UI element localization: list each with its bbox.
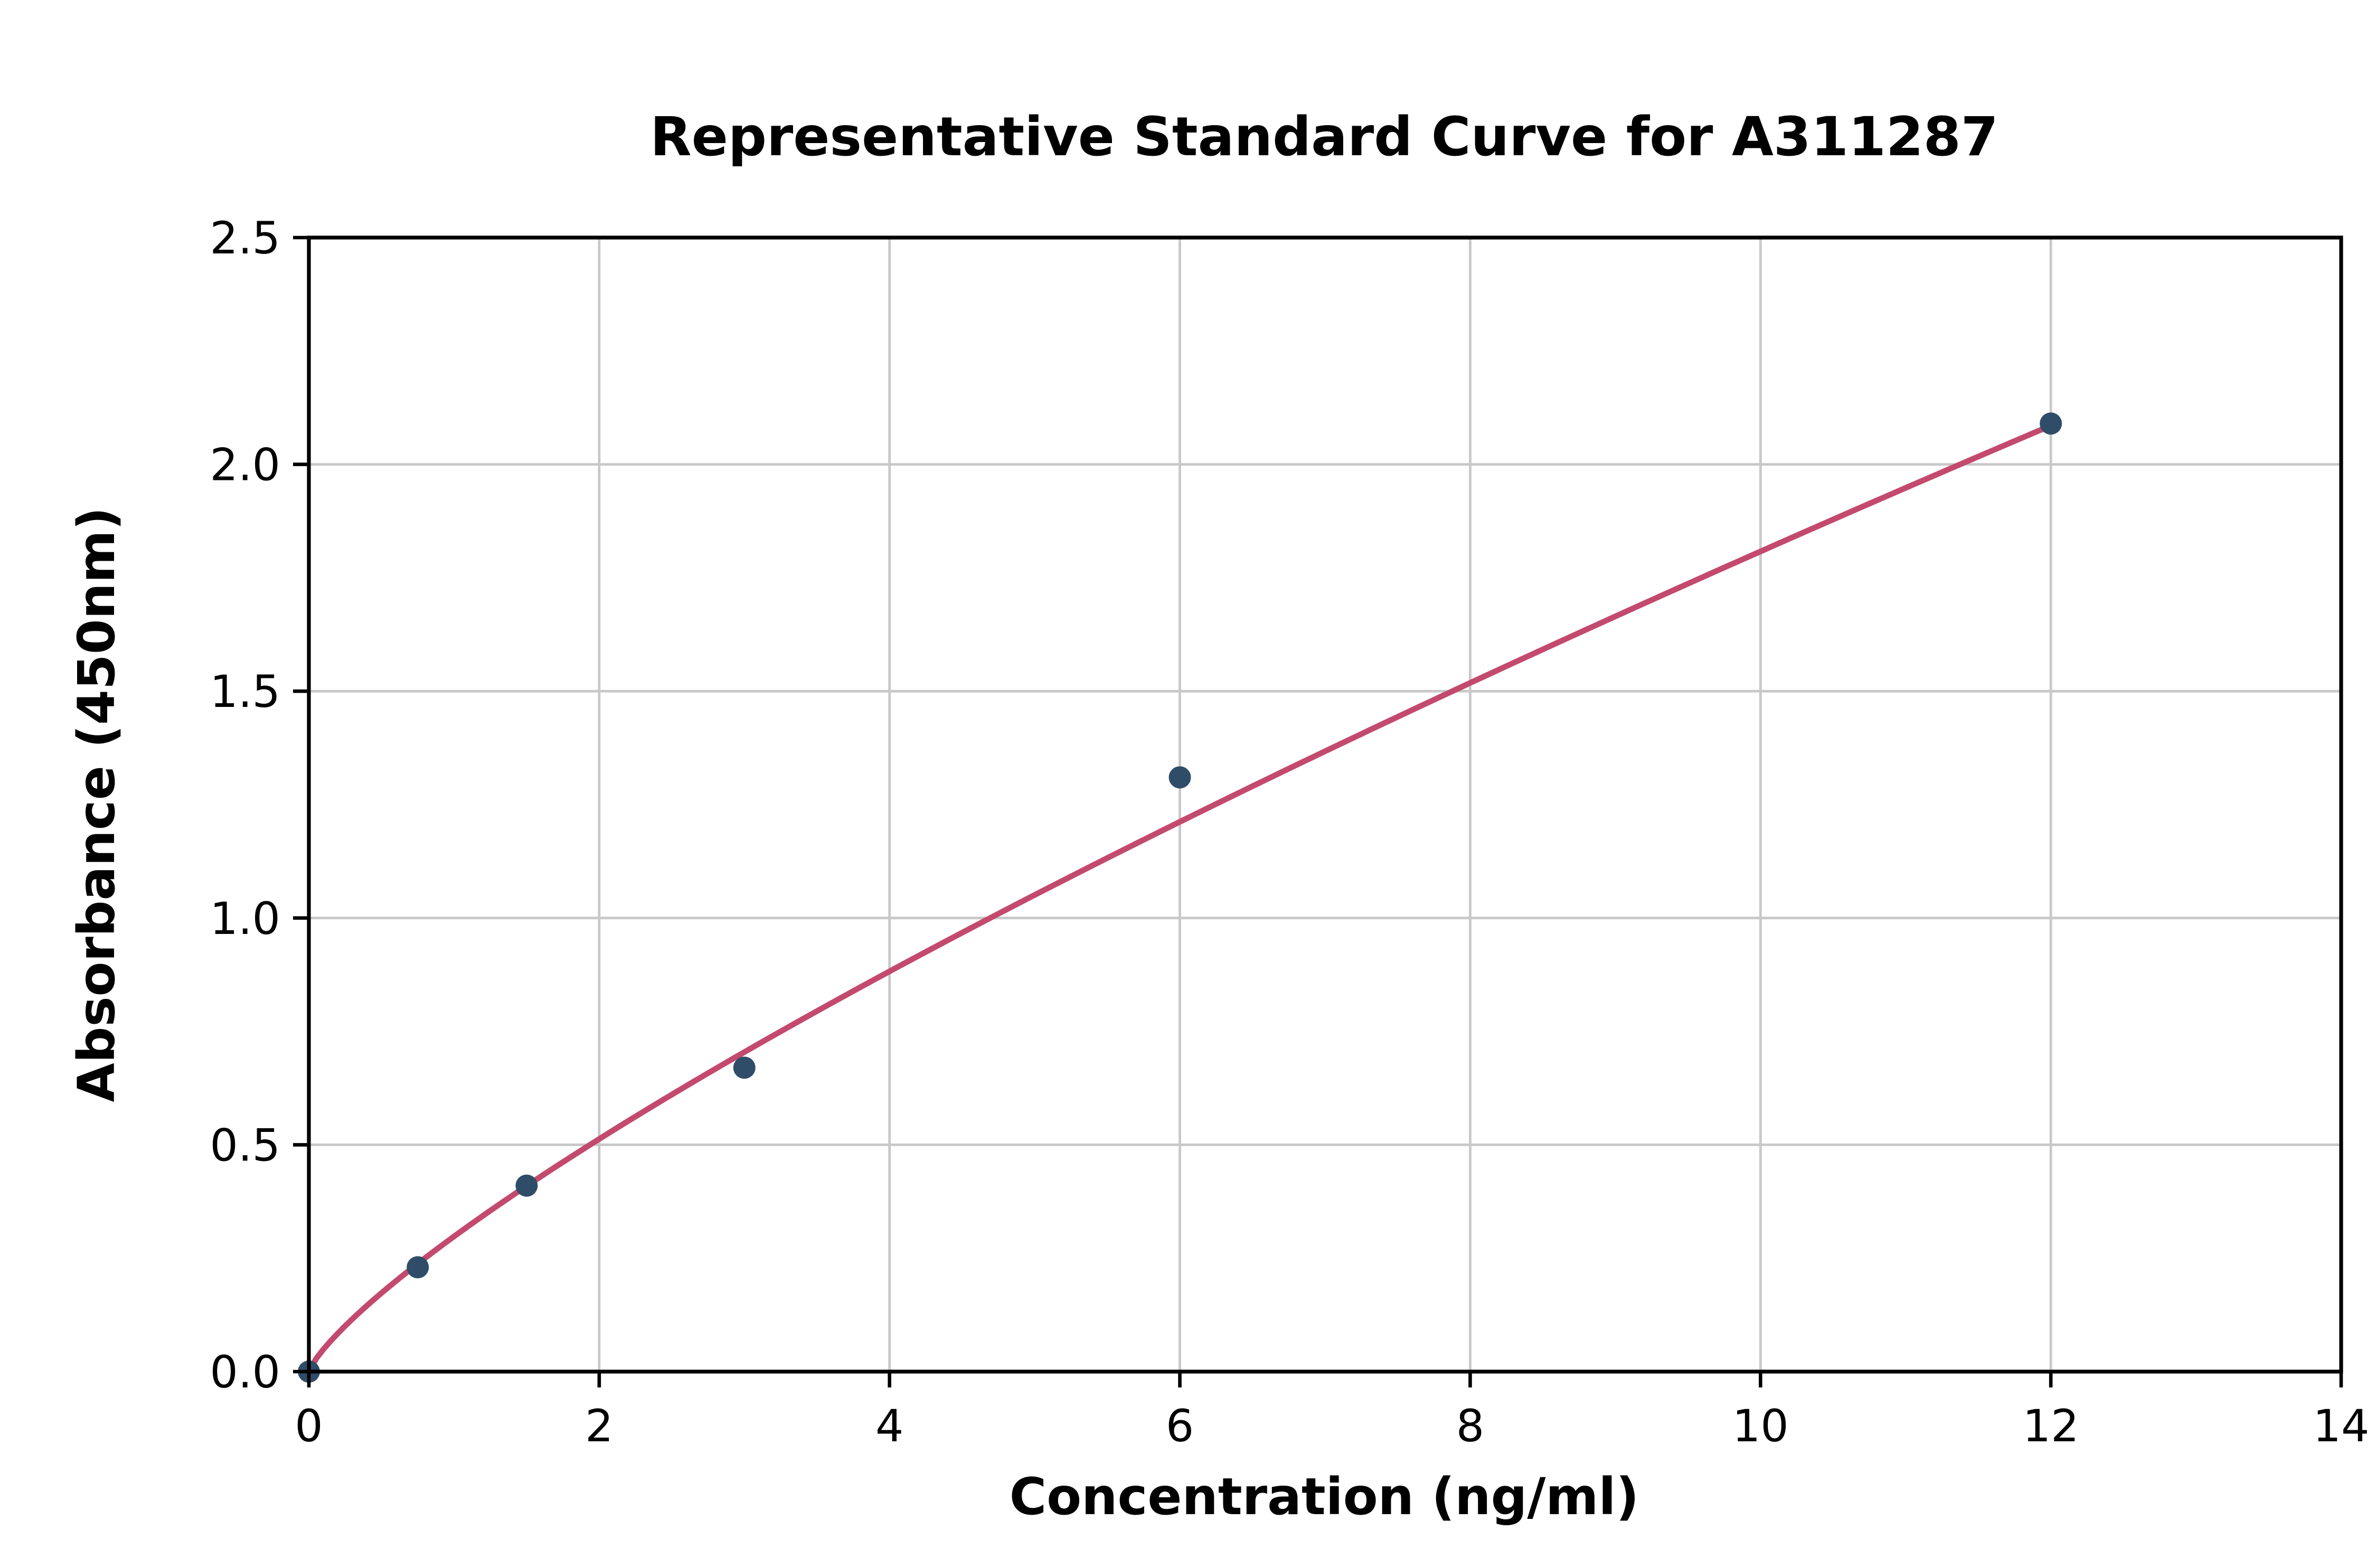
point-layer [298,412,2062,1383]
y-tick-label: 2.0 [210,439,280,491]
y-axis-label: Absorbance (450nm) [67,507,126,1102]
y-tick-label: 1.0 [210,893,280,944]
grid-layer [307,236,2343,1373]
x-tick-label: 8 [1456,1400,1484,1452]
y-tick-label: 0.5 [210,1119,280,1171]
data-point [515,1174,538,1197]
curve-layer [306,422,2054,1375]
data-point [733,1056,756,1079]
x-axis-label: Concentration (ng/ml) [1010,1467,1639,1526]
y-tick-label: 1.5 [210,666,280,717]
x-tick-label: 0 [295,1400,323,1452]
chart-title: Representative Standard Curve for A31128… [650,106,1998,168]
x-tick-label: 4 [875,1400,903,1452]
data-point [407,1256,429,1279]
x-tick-label: 12 [2023,1400,2079,1452]
x-tick-label: 10 [1732,1400,1789,1452]
y-tick-label: 2.5 [210,212,280,264]
fit-curve [306,422,2054,1375]
x-tick-label: 2 [585,1400,613,1452]
x-tick-label: 14 [2313,1400,2370,1452]
axes-layer [307,235,2343,1374]
data-point [1168,766,1191,789]
y-tick-label: 0.0 [210,1346,280,1398]
x-tick-label: 6 [1166,1400,1194,1452]
tick-layer: 0 2 4 6 8 10 12 14 0.0 0.5 1.0 1.5 2.0 2.5 [210,212,2369,1452]
plot-border [307,235,2343,1374]
data-point [2040,412,2062,435]
